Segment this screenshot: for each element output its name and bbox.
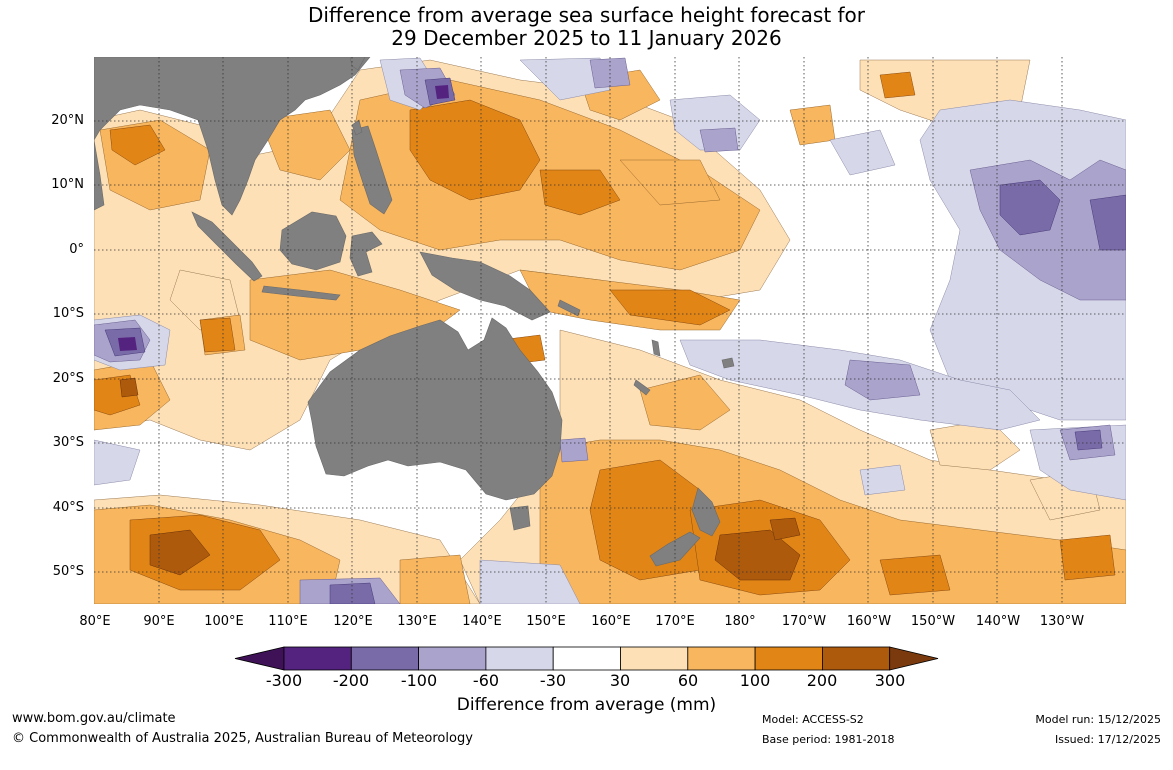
asia-landmass [94,57,371,216]
chart-title: Difference from average sea surface heig… [0,4,1173,50]
lat-label-0: 0° [69,242,84,257]
lon-label-120e: 120°E [333,614,373,629]
legend-tick-200: 200 [806,671,838,690]
sea-surface-height-map [94,57,1126,604]
sumatra-island [191,211,263,282]
new-zealand-north-island [691,487,721,537]
lat-label-10n: 10°N [51,177,84,192]
base-period: Base period: 1981-2018 [762,733,895,746]
legend-tick-100: 100 [739,671,771,690]
lat-label-30s: 30°S [52,435,84,450]
legend-arrow-below-300 [234,646,285,671]
lon-label-110e: 110°E [268,614,308,629]
legend-tick-30: 30 [609,671,631,690]
legend-tick-300: 300 [874,671,906,690]
vanuatu-islands [651,339,661,357]
lon-label-150w: 150°W [910,614,956,629]
legend-tick-neg-100: -100 [400,671,438,690]
legend-swatch-300-200-neg [283,646,352,671]
fiji-islands [721,357,735,369]
model-name: Model: ACCESS-S2 [762,713,864,726]
legend-tick-60: 60 [677,671,699,690]
lon-label-80e: 80°E [79,614,111,629]
japan-islands [349,57,366,71]
legend-tick-neg-300: -300 [265,671,303,690]
model-run-date: Model run: 15/12/2025 [1035,713,1161,726]
taiwan-island [351,119,363,136]
new-guinea-island [419,251,551,321]
lat-label-10s: 10°S [52,306,84,321]
lon-label-170e: 170°E [655,614,695,629]
title-line-2: 29 December 2025 to 11 January 2026 [391,26,782,50]
lon-label-140w: 140°W [975,614,1021,629]
legend-swatch-60-30-neg [485,646,554,671]
lat-label-40s: 40°S [52,500,84,515]
india-peninsula [94,139,105,211]
legend-swatch-60-100 [687,646,756,671]
lon-label-140e: 140°E [462,614,502,629]
legend-arrow-above-300 [889,646,939,671]
legend-swatch-100-60-neg [418,646,487,671]
legend-swatch-200-100-neg [350,646,419,671]
lon-label-130w: 130°W [1039,614,1085,629]
issued-date: Issued: 17/12/2025 [1054,733,1161,746]
website-link[interactable]: www.bom.gov.au/climate [12,711,176,726]
legend-title: Difference from average (mm) [456,695,717,715]
australia-landmass [307,317,563,501]
lon-label-160w: 160°W [846,614,892,629]
tasmania-island [509,505,531,531]
borneo-island [279,211,347,271]
java-island [261,285,341,301]
lon-label-160e: 160°E [591,614,631,629]
legend-tick-neg-30: -30 [539,671,567,690]
legend-tick-neg-200: -200 [332,671,370,690]
map-field [94,57,1126,604]
lon-label-90e: 90°E [143,614,175,629]
new-caledonia [633,379,651,396]
legend-swatch-100-200 [754,646,823,671]
lon-label-130e: 130°E [397,614,437,629]
copyright-text: © Commonwealth of Australia 2025, Austra… [12,731,473,746]
solomon-islands [557,299,581,317]
sulawesi-island [349,231,383,277]
philippines-islands [351,125,393,215]
lat-label-20n: 20°N [51,113,84,128]
legend-swatch-200-300 [822,646,891,671]
lon-label-100e: 100°E [204,614,244,629]
lat-label-20s: 20°S [52,371,84,386]
lon-label-170w: 170°W [781,614,827,629]
legend-tick-neg-60: -60 [472,671,500,690]
graticule-grid [94,57,1126,604]
legend-swatch-neutral [552,646,621,671]
lon-label-150e: 150°E [526,614,566,629]
anomaly-deep-purple-regions [118,85,449,351]
anomaly-brown-regions [119,377,801,581]
lon-label-180: 180° [724,614,756,629]
lat-label-50s: 50°S [52,564,84,579]
title-line-1: Difference from average sea surface heig… [307,3,866,27]
land-masses [94,57,735,567]
legend-swatch-30-60 [620,646,689,671]
color-legend [234,646,939,671]
